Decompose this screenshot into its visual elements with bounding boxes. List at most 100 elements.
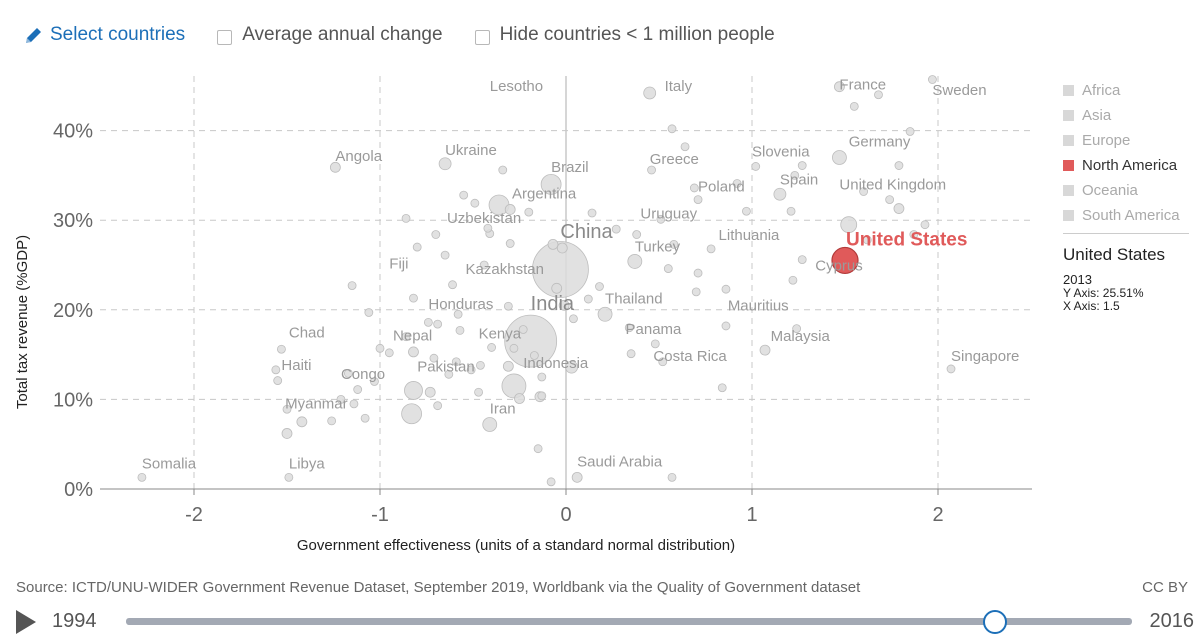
data-point[interactable] [476, 360, 485, 370]
data-point[interactable] [632, 230, 642, 239]
data-point[interactable] [533, 444, 543, 454]
data-point[interactable] [721, 321, 731, 331]
legend-item-europe[interactable]: Europe [1063, 128, 1180, 153]
data-point[interactable] [433, 319, 443, 329]
data-point[interactable] [329, 161, 341, 173]
data-point[interactable] [137, 472, 147, 482]
data-point[interactable] [502, 360, 514, 372]
data-point[interactable] [401, 332, 411, 342]
data-point[interactable] [920, 220, 930, 230]
data-point[interactable] [627, 254, 643, 269]
data-point[interactable] [797, 255, 807, 265]
data-point[interactable] [693, 268, 703, 278]
data-point[interactable] [905, 127, 915, 136]
data-point[interactable] [532, 241, 589, 298]
data-point[interactable] [466, 365, 476, 375]
data-point[interactable] [558, 299, 570, 311]
data-point[interactable] [626, 349, 636, 359]
data-point[interactable] [773, 187, 787, 201]
data-point[interactable] [353, 385, 363, 394]
legend-item-asia[interactable]: Asia [1063, 103, 1180, 128]
data-point[interactable] [518, 325, 528, 334]
data-point[interactable] [483, 223, 493, 233]
data-point[interactable] [433, 401, 443, 411]
data-point[interactable] [797, 161, 807, 170]
timeline-track[interactable] [126, 610, 1132, 634]
data-point[interactable] [893, 203, 905, 214]
data-point[interactable] [546, 477, 556, 487]
data-point[interactable] [459, 190, 469, 200]
data-point[interactable] [540, 173, 562, 195]
data-point[interactable] [667, 472, 677, 482]
data-point[interactable] [874, 90, 883, 100]
data-point[interactable] [479, 260, 489, 270]
data-point[interactable] [343, 369, 353, 378]
data-point[interactable] [327, 416, 337, 426]
data-point[interactable] [470, 198, 480, 208]
data-point[interactable] [569, 314, 578, 324]
data-point[interactable] [656, 214, 666, 224]
data-point[interactable] [909, 230, 919, 239]
data-point[interactable] [583, 294, 593, 304]
data-point[interactable] [556, 242, 568, 254]
data-point[interactable] [862, 235, 872, 245]
data-point[interactable] [524, 207, 534, 217]
data-point[interactable] [759, 344, 771, 356]
data-point[interactable] [412, 242, 422, 252]
data-point[interactable] [691, 287, 701, 297]
data-point[interactable] [786, 206, 796, 216]
select-countries-button[interactable]: Select countries [24, 24, 185, 46]
data-point[interactable] [551, 282, 563, 294]
data-point[interactable] [832, 150, 847, 165]
data-point[interactable] [529, 351, 539, 360]
data-point[interactable] [706, 244, 716, 254]
data-point[interactable] [885, 195, 895, 204]
data-point[interactable] [788, 275, 798, 285]
data-point[interactable] [431, 230, 441, 239]
data-point[interactable] [547, 238, 559, 250]
data-point[interactable] [834, 81, 845, 93]
data-point[interactable] [453, 309, 463, 319]
data-point[interactable] [537, 372, 547, 382]
legend-item-south-america[interactable]: South America [1063, 203, 1180, 228]
data-point[interactable] [503, 301, 513, 311]
data-point[interactable] [504, 204, 516, 215]
average-annual-change-checkbox[interactable] [217, 29, 233, 45]
data-point[interactable] [565, 360, 578, 374]
data-point[interactable] [571, 471, 583, 483]
data-point[interactable] [429, 353, 439, 363]
data-point[interactable] [273, 376, 283, 385]
data-point[interactable] [732, 179, 742, 188]
data-point[interactable] [587, 208, 597, 218]
average-annual-change-toggle[interactable]: Average annual change [217, 24, 443, 46]
data-point[interactable] [669, 239, 679, 249]
data-point[interactable] [498, 165, 508, 175]
data-point[interactable] [336, 394, 346, 404]
data-point[interactable] [296, 416, 308, 428]
data-point[interactable] [624, 323, 634, 333]
hide-small-countries-toggle[interactable]: Hide countries < 1 million people [474, 24, 775, 46]
data-point[interactable] [689, 183, 699, 193]
data-point[interactable] [946, 364, 956, 374]
data-point[interactable] [271, 365, 281, 375]
data-point[interactable] [680, 142, 690, 152]
data-point[interactable] [474, 387, 483, 397]
data-point[interactable] [751, 162, 761, 171]
data-point[interactable] [284, 472, 294, 482]
data-point[interactable] [647, 165, 656, 175]
data-point[interactable] [859, 187, 868, 196]
data-point[interactable] [663, 264, 673, 273]
data-point[interactable] [717, 383, 727, 393]
data-point[interactable] [849, 102, 859, 111]
data-point[interactable] [360, 413, 370, 423]
data-point[interactable] [597, 306, 613, 322]
data-point[interactable] [894, 161, 904, 170]
data-point[interactable] [742, 206, 751, 216]
data-point[interactable] [792, 324, 802, 334]
data-point[interactable] [482, 417, 498, 432]
data-point[interactable] [455, 326, 465, 335]
hide-small-countries-checkbox[interactable] [474, 29, 490, 45]
data-point[interactable] [401, 214, 411, 223]
data-point[interactable] [282, 404, 292, 414]
data-point[interactable] [595, 282, 604, 291]
